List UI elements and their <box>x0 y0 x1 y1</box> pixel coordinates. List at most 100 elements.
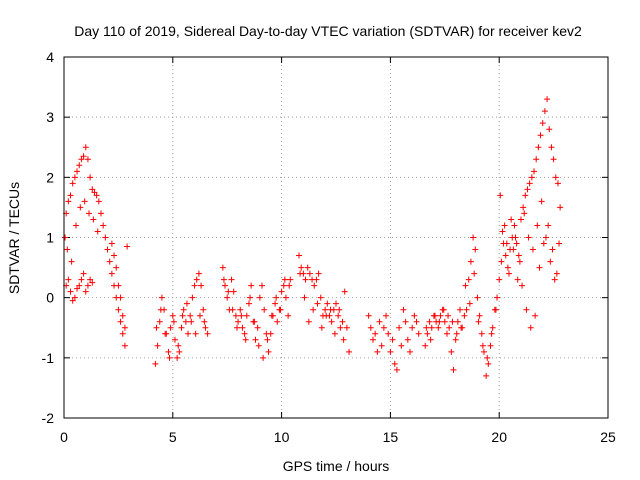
data-point <box>81 198 88 205</box>
data-point <box>471 270 478 277</box>
data-point <box>239 324 246 331</box>
data-point <box>551 276 558 283</box>
data-point <box>115 306 122 313</box>
data-point <box>84 282 91 289</box>
data-point <box>513 240 520 247</box>
data-point <box>367 324 374 331</box>
data-point <box>535 144 542 151</box>
data-point <box>93 192 100 199</box>
data-point <box>282 294 289 301</box>
data-point <box>432 312 439 319</box>
data-point <box>510 246 517 253</box>
data-point <box>241 330 248 337</box>
data-point <box>540 240 547 247</box>
data-point <box>484 354 491 361</box>
y-tick-label: 3 <box>46 109 54 125</box>
data-point <box>441 318 448 325</box>
data-point <box>67 192 74 199</box>
data-point <box>428 324 435 331</box>
data-point <box>74 285 81 292</box>
x-tick-label: 25 <box>600 429 616 445</box>
data-point <box>201 318 208 325</box>
data-point <box>524 186 531 193</box>
data-point <box>461 312 468 319</box>
y-tick-label: 0 <box>46 290 54 306</box>
data-point <box>222 282 229 289</box>
data-point <box>95 198 102 205</box>
data-point <box>537 132 544 139</box>
data-point <box>117 294 124 301</box>
data-point <box>298 264 305 271</box>
y-tick-label: 1 <box>46 230 54 246</box>
x-tick-label: 5 <box>169 429 177 445</box>
data-point <box>64 246 71 253</box>
data-point <box>322 306 329 313</box>
data-point <box>508 216 515 223</box>
data-point <box>383 312 390 319</box>
data-point <box>424 330 431 337</box>
data-point <box>346 348 353 355</box>
data-point <box>452 336 459 343</box>
data-point <box>281 276 288 283</box>
data-point <box>277 306 284 313</box>
data-point <box>453 330 460 337</box>
data-point <box>74 168 81 175</box>
data-point <box>545 222 552 229</box>
data-point <box>323 312 330 319</box>
data-point <box>248 282 255 289</box>
data-point <box>167 324 174 331</box>
data-point <box>462 282 469 289</box>
data-point <box>113 264 120 271</box>
data-point <box>287 276 294 283</box>
data-point <box>84 156 91 163</box>
data-point <box>544 96 551 103</box>
data-point <box>220 276 227 283</box>
data-point <box>191 282 198 289</box>
data-point <box>402 318 409 325</box>
data-point <box>313 276 320 283</box>
data-point <box>516 258 523 265</box>
data-point <box>522 192 529 199</box>
data-point <box>436 318 443 325</box>
data-point <box>242 336 249 343</box>
data-point <box>115 282 122 289</box>
data-point <box>496 276 503 283</box>
data-point <box>547 258 554 265</box>
data-point <box>124 243 131 250</box>
chart-title: Day 110 of 2019, Sidereal Day-to-day VTE… <box>74 23 582 39</box>
data-point <box>478 330 485 337</box>
data-point <box>476 312 483 319</box>
data-point <box>314 300 321 307</box>
data-point <box>259 282 266 289</box>
data-point <box>170 318 177 325</box>
data-point <box>333 300 339 307</box>
data-point <box>171 336 178 343</box>
data-point <box>422 342 429 349</box>
data-point <box>445 312 452 319</box>
data-point <box>520 204 527 211</box>
data-point <box>121 324 128 331</box>
data-point <box>534 222 541 229</box>
data-point <box>449 318 456 325</box>
data-point <box>176 348 183 355</box>
data-point <box>69 297 76 304</box>
data-point <box>76 162 83 169</box>
data-point <box>372 330 379 337</box>
data-point <box>102 234 109 241</box>
data-point <box>337 324 344 331</box>
data-point <box>465 276 472 283</box>
data-point <box>479 342 486 349</box>
data-point <box>317 294 324 301</box>
data-point <box>256 294 263 301</box>
data-point <box>550 156 557 163</box>
data-point <box>536 264 543 271</box>
data-point <box>318 324 325 331</box>
data-point <box>538 198 545 205</box>
data-points <box>62 96 564 379</box>
x-tick-label: 20 <box>491 429 507 445</box>
data-point <box>502 252 509 259</box>
data-point <box>327 306 334 313</box>
data-point <box>528 174 535 181</box>
data-point <box>106 258 113 265</box>
data-point <box>400 306 407 313</box>
